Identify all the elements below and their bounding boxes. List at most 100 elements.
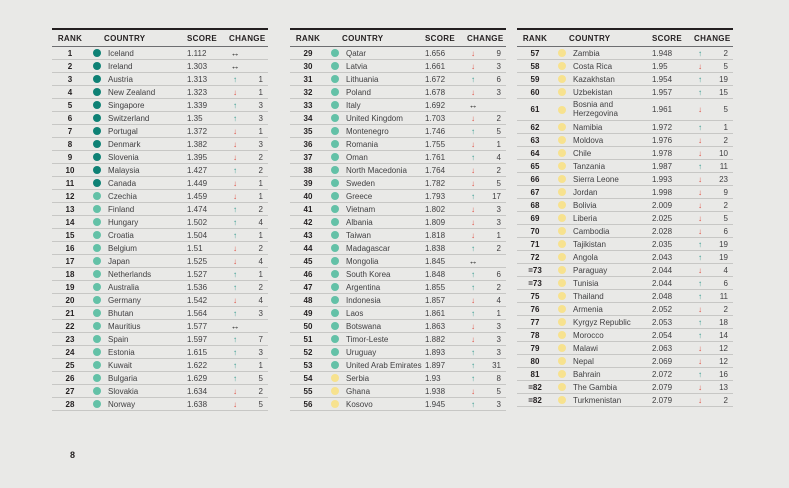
change-amount: 5 xyxy=(723,105,728,114)
country-cell: Ireland xyxy=(88,62,187,71)
change-cell: ↑ 1 xyxy=(229,231,268,240)
rank-cell: 10 xyxy=(65,165,75,175)
change-amount: 4 xyxy=(496,295,501,305)
peace-band-dot-icon xyxy=(558,279,566,287)
change-cell: ↓ 1 xyxy=(229,192,268,201)
rank-cell: 75 xyxy=(530,291,540,301)
change-amount: 4 xyxy=(258,295,263,305)
change-cell: ↑ 8 xyxy=(467,374,506,383)
country-cell: Czechia xyxy=(88,192,187,201)
change-cell: ↓ 12 xyxy=(694,344,733,353)
no-change-icon: ↔ xyxy=(468,100,478,110)
change-cell: ↔ xyxy=(229,321,268,331)
change-amount: 4 xyxy=(496,152,501,162)
country-name: Albania xyxy=(346,217,373,227)
rank-cell: 49 xyxy=(303,308,313,318)
country-name: Croatia xyxy=(108,230,134,240)
table-row: 34 United Kingdom 1.703 ↓ 2 xyxy=(290,112,506,125)
table-row: 17 Japan 1.525 ↓ 4 xyxy=(52,255,268,268)
peace-band-dot-icon xyxy=(558,357,566,365)
country-cell: Poland xyxy=(326,88,425,97)
rank-cell: 47 xyxy=(303,282,313,292)
down-arrow-icon: ↓ xyxy=(233,87,237,97)
peace-band-dot-icon xyxy=(93,101,101,109)
rank-cell: 81 xyxy=(530,369,540,379)
country-name: Estonia xyxy=(108,347,135,357)
down-arrow-icon: ↓ xyxy=(233,152,237,162)
country-cell: Turkmenistan xyxy=(553,396,652,405)
change-amount: 2 xyxy=(723,395,728,405)
change-cell: ↑ 6 xyxy=(694,279,733,288)
change-amount: 6 xyxy=(496,74,501,84)
country-cell: Australia xyxy=(88,283,187,292)
table-row: 38 North Macedonia 1.764 ↓ 2 xyxy=(290,164,506,177)
peace-band-dot-icon xyxy=(331,244,339,252)
change-cell: ↑ 3 xyxy=(229,348,268,357)
table-row: 59 Kazakhstan 1.954 ↑ 19 xyxy=(517,73,733,86)
score-cell: 1.339 xyxy=(187,100,208,110)
country-cell: Montenegro xyxy=(326,127,425,136)
up-arrow-icon: ↑ xyxy=(233,113,237,123)
score-cell: 2.072 xyxy=(652,369,673,379)
country-cell: Iceland xyxy=(88,49,187,58)
change-cell: ↑ 4 xyxy=(467,153,506,162)
change-cell: ↑ 6 xyxy=(467,270,506,279)
up-arrow-icon: ↑ xyxy=(471,243,475,253)
peace-band-dot-icon xyxy=(93,127,101,135)
rank-cell: 11 xyxy=(65,178,75,188)
peace-band-dot-icon xyxy=(558,75,566,83)
table-row: 75 Thailand 2.048 ↑ 11 xyxy=(517,290,733,303)
down-arrow-icon: ↓ xyxy=(698,213,702,223)
rank-cell: 3 xyxy=(67,74,73,84)
country-cell: Cambodia xyxy=(553,227,652,236)
country-cell: Madagascar xyxy=(326,244,425,253)
peace-band-dot-icon xyxy=(93,361,101,369)
down-arrow-icon: ↓ xyxy=(471,295,475,305)
down-arrow-icon: ↓ xyxy=(233,399,237,409)
up-arrow-icon: ↑ xyxy=(471,126,475,136)
change-amount: 6 xyxy=(723,278,728,288)
rank-cell: 69 xyxy=(530,213,540,223)
country-name: Nepal xyxy=(573,356,594,366)
country-name: Uruguay xyxy=(346,347,377,357)
peace-band-dot-icon xyxy=(558,162,566,170)
country-cell: New Zealand xyxy=(88,88,187,97)
change-amount: 3 xyxy=(496,87,501,97)
change-cell: ↑ 11 xyxy=(694,292,733,301)
rank-cell: 39 xyxy=(303,178,313,188)
score-cell: 1.382 xyxy=(187,139,208,149)
country-name: Malaysia xyxy=(108,165,140,175)
up-arrow-icon: ↑ xyxy=(233,334,237,344)
country-cell: Costa Rica xyxy=(553,62,652,71)
change-amount: 2 xyxy=(723,200,728,210)
change-cell: ↑ 3 xyxy=(467,348,506,357)
change-amount: 3 xyxy=(496,399,501,409)
table-row: 1 Iceland 1.112 ↔ xyxy=(52,47,268,60)
rank-cell: 71 xyxy=(530,239,540,249)
rank-cell: 5 xyxy=(67,100,73,110)
change-amount: 1 xyxy=(496,139,501,149)
peace-band-dot-icon xyxy=(331,400,339,408)
score-cell: 1.802 xyxy=(425,204,446,214)
change-cell: ↑ 3 xyxy=(467,400,506,409)
score-cell: 1.35 xyxy=(187,113,203,123)
rank-cell: 60 xyxy=(530,87,540,97)
rank-cell: 68 xyxy=(530,200,540,210)
peace-band-dot-icon xyxy=(558,318,566,326)
table-row: 3 Austria 1.313 ↑ 1 xyxy=(52,73,268,86)
country-name: Liberia xyxy=(573,213,598,223)
table-row: 51 Timor-Leste 1.882 ↓ 3 xyxy=(290,333,506,346)
up-arrow-icon: ↑ xyxy=(698,330,702,340)
table-row: 14 Hungary 1.502 ↑ 4 xyxy=(52,216,268,229)
rank-cell: 2 xyxy=(67,61,73,71)
change-amount: 31 xyxy=(492,360,501,370)
country-cell: Moldova xyxy=(553,136,652,145)
peace-band-dot-icon xyxy=(558,62,566,70)
score-cell: 1.323 xyxy=(187,87,208,97)
table-row: 61 Bosnia and Herzegovina 1.961 ↓ 5 xyxy=(517,99,733,121)
change-amount: 1 xyxy=(496,308,501,318)
peace-band-dot-icon xyxy=(93,400,101,408)
country-cell: Sweden xyxy=(326,179,425,188)
rank-cell: 76 xyxy=(530,304,540,314)
down-arrow-icon: ↓ xyxy=(471,321,475,331)
